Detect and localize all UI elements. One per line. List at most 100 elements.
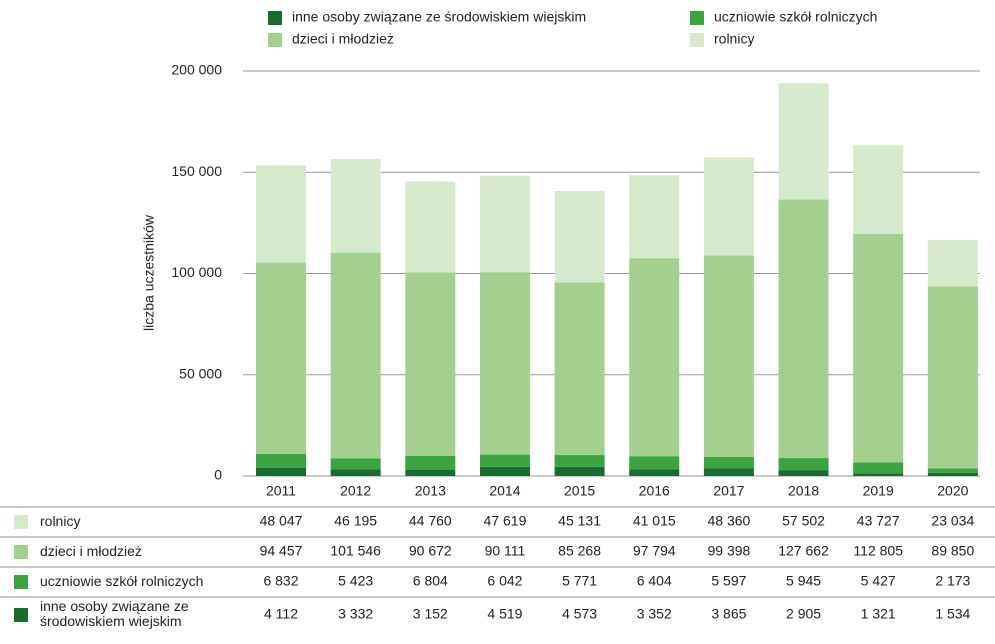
bar-segment <box>927 239 978 287</box>
bar-segment <box>554 282 605 456</box>
bar-segment <box>778 83 829 200</box>
table-value: 5 597 <box>711 573 746 589</box>
bar-segment <box>256 262 306 454</box>
y-tick-label: 50 000 <box>179 365 222 381</box>
row-label-text: uczniowie szkół rolniczych <box>40 574 204 589</box>
table-value: 46 195 <box>334 513 377 529</box>
table-value: 57 502 <box>782 513 825 529</box>
bar-segment <box>405 272 456 456</box>
bar-segment <box>927 468 978 473</box>
bar-segment <box>479 272 530 455</box>
row-label-text: inne osoby związane ze środowiskiem wiej… <box>40 599 189 629</box>
table-value: 3 352 <box>637 606 672 622</box>
table-value: 47 619 <box>484 513 527 529</box>
table-value: 1 321 <box>861 606 896 622</box>
legend-label: uczniowie szkół rolniczych <box>714 9 877 25</box>
bar-segment <box>703 456 754 469</box>
bar-segment <box>330 252 381 459</box>
table-value: 5 427 <box>861 573 896 589</box>
bar-segment <box>703 157 754 256</box>
table-value: 97 794 <box>633 543 676 559</box>
x-tick-label: 2017 <box>713 483 744 499</box>
table-value: 90 672 <box>409 543 452 559</box>
table-value: 3 865 <box>711 606 746 622</box>
table-value: 48 360 <box>707 513 750 529</box>
table-value: 99 398 <box>707 543 750 559</box>
table-value: 6 832 <box>263 573 298 589</box>
table-row-label: uczniowie szkół rolniczych <box>40 574 204 589</box>
table-value: 112 805 <box>853 543 903 559</box>
table-value: 90 111 <box>485 543 526 559</box>
x-tick-label: 2019 <box>863 483 894 499</box>
table-row-label: dzieci i młodzież <box>40 544 142 559</box>
bar-segment <box>703 468 754 476</box>
bar-segment <box>629 456 680 470</box>
x-tick-label: 2014 <box>489 483 520 499</box>
table-value: 6 042 <box>487 573 522 589</box>
bar-segment <box>256 467 306 476</box>
legend-swatch <box>690 33 704 47</box>
bar-segment <box>256 165 306 263</box>
table-value: 89 850 <box>931 543 974 559</box>
bar-segment <box>554 466 605 476</box>
x-tick-label: 2015 <box>564 483 595 499</box>
row-label-text: dzieci i młodzież <box>40 544 142 559</box>
table-value: 3 152 <box>413 606 448 622</box>
table-row-label: inne osoby związane ze środowiskiem wiej… <box>40 599 189 629</box>
bar-segment <box>927 286 978 469</box>
bar-segment <box>853 473 904 476</box>
table-value: 4 573 <box>562 606 597 622</box>
table-value: 1 534 <box>935 606 970 622</box>
table-value: 5 945 <box>786 573 821 589</box>
bar-segment <box>479 454 530 467</box>
table-value: 2 173 <box>935 573 970 589</box>
table-swatch <box>14 608 28 622</box>
bar-segment <box>853 233 904 463</box>
x-tick-label: 2016 <box>639 483 670 499</box>
y-tick-label: 200 000 <box>171 62 222 78</box>
table-value: 85 268 <box>558 543 601 559</box>
table-value: 5 423 <box>338 573 373 589</box>
table-value: 41 015 <box>633 513 676 529</box>
table-value: 45 131 <box>558 513 601 529</box>
table-value: 4 112 <box>264 606 298 622</box>
table-value: 43 727 <box>857 513 900 529</box>
bar-segment <box>778 458 829 471</box>
table-value: 5 771 <box>562 573 597 589</box>
x-tick-label: 2013 <box>415 483 446 499</box>
table-value: 94 457 <box>260 543 303 559</box>
bar-segment <box>778 470 829 476</box>
y-tick-label: 150 000 <box>171 163 222 179</box>
bar-segment <box>405 469 456 476</box>
table-value: 127 662 <box>778 543 829 559</box>
bar-segment <box>629 175 680 259</box>
legend-swatch <box>690 11 704 25</box>
table-value: 3 332 <box>338 606 373 622</box>
x-tick-label: 2020 <box>937 483 968 499</box>
bar-segment <box>554 190 605 283</box>
bar-segment <box>629 469 680 476</box>
table-swatch <box>14 575 28 589</box>
x-tick-label: 2018 <box>788 483 819 499</box>
bar-segment <box>629 258 680 457</box>
bar-segment <box>405 181 456 273</box>
bar-segment <box>554 455 605 467</box>
table-value: 4 519 <box>487 606 522 622</box>
bar-segment <box>853 462 904 474</box>
table-value: 23 034 <box>931 513 974 529</box>
y-axis-label: liczba uczestników <box>141 214 157 331</box>
row-label-text: rolnicy <box>40 514 81 529</box>
table-value: 48 047 <box>260 513 303 529</box>
bar-segment <box>405 455 456 470</box>
table-value: 2 905 <box>786 606 821 622</box>
table-swatch <box>14 515 28 529</box>
legend-label: dzieci i młodzież <box>292 31 394 47</box>
table-value: 44 760 <box>409 513 452 529</box>
bar-segment <box>479 466 530 476</box>
table-swatch <box>14 545 28 559</box>
bar-segment <box>778 199 829 459</box>
bar-segment <box>703 255 754 457</box>
table-row-label: rolnicy <box>40 514 81 529</box>
table-value: 101 546 <box>330 543 381 559</box>
